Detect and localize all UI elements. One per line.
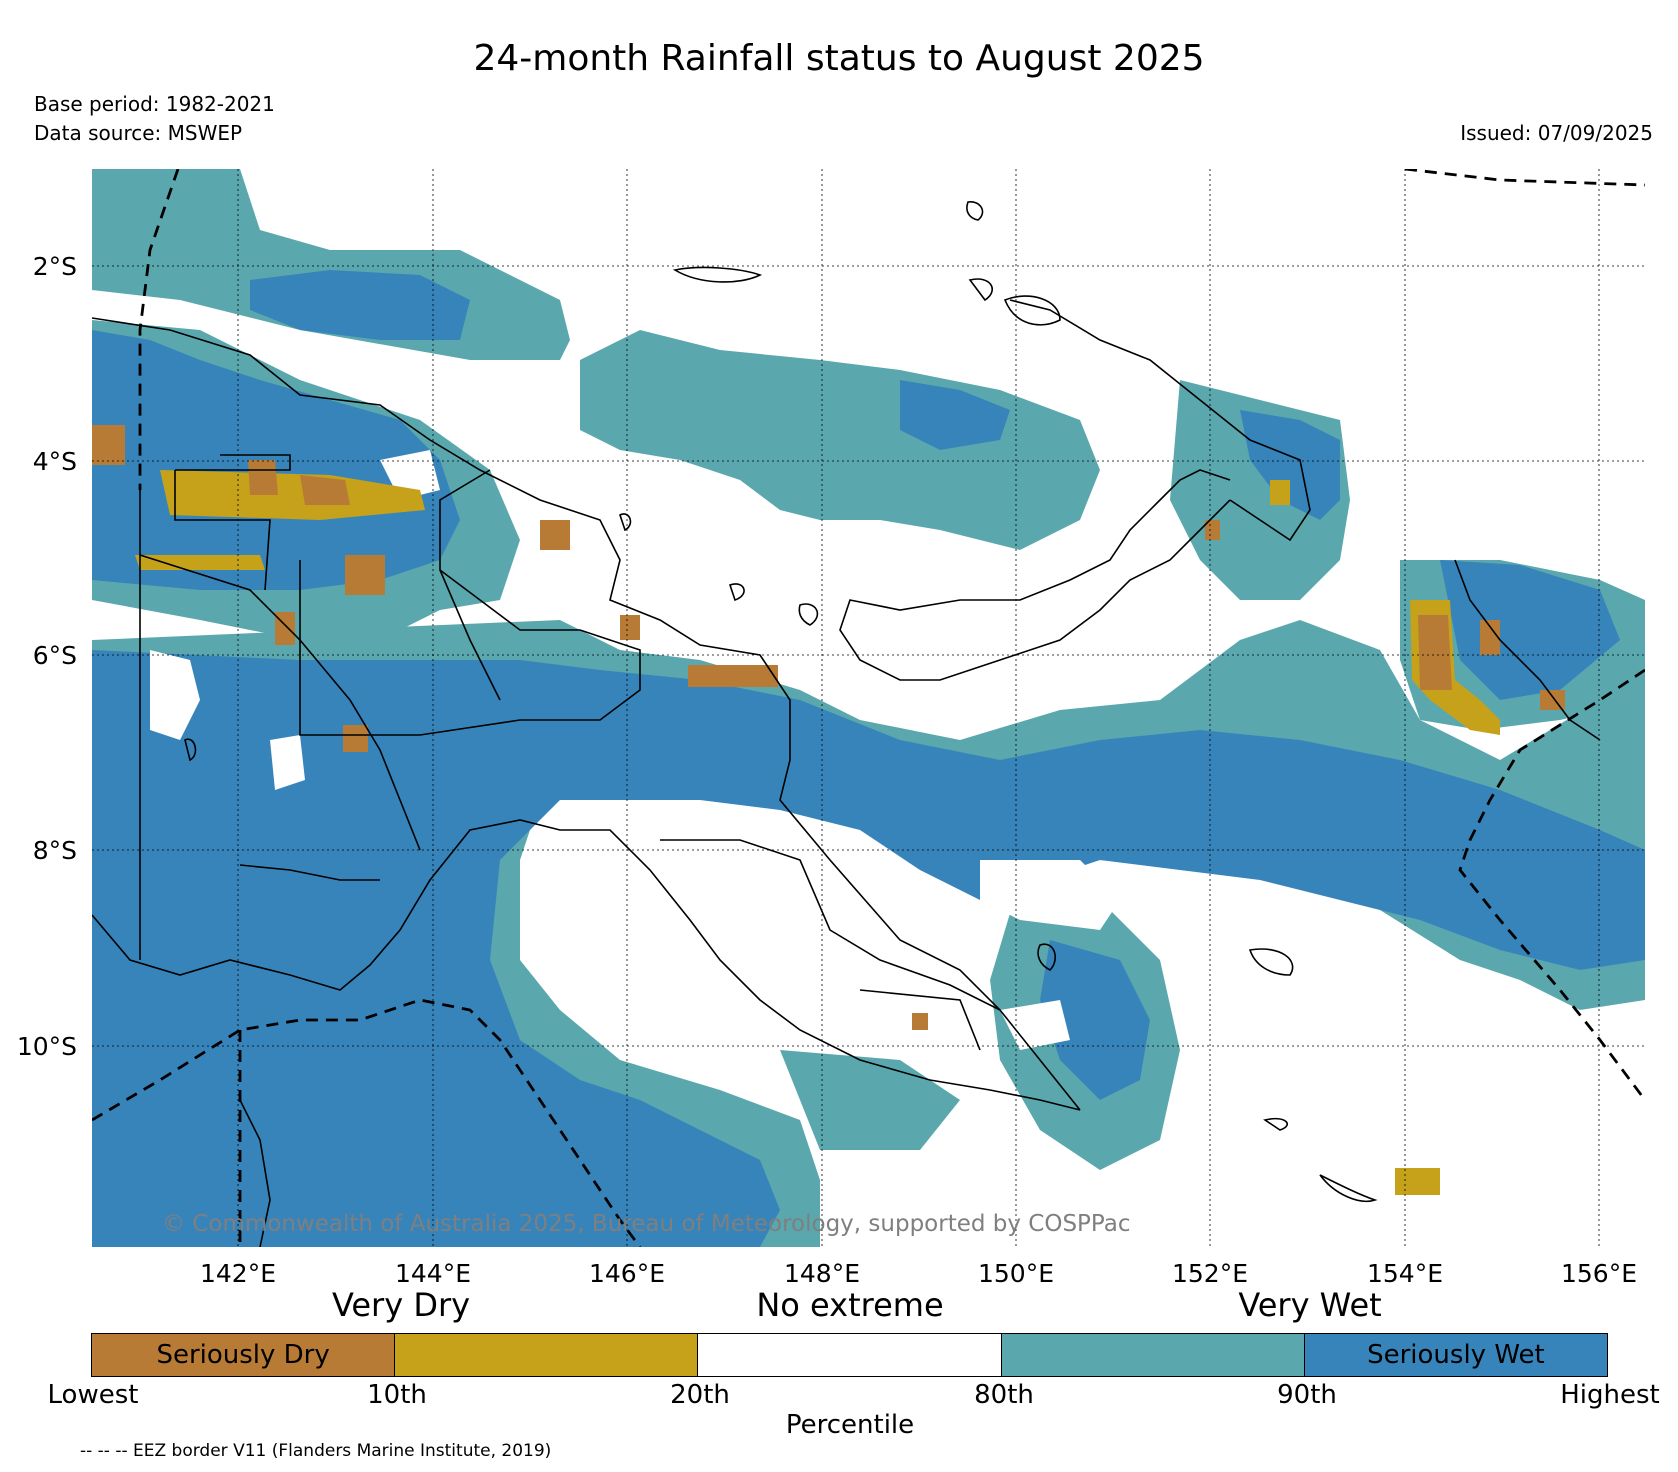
legend-segment-seriously-wet: Seriously Wet	[1304, 1334, 1608, 1376]
legend-axis-label: Percentile	[785, 1410, 915, 1440]
lon-label: 146°E	[589, 1259, 665, 1288]
copyright-notice: © Commonwealth of Australia 2025, Bureau…	[162, 1211, 1131, 1237]
legend-segment-no-extreme	[698, 1334, 1002, 1376]
base-period-label: Base period: 1982-2021	[34, 92, 275, 116]
eez-border-note: -- -- -- EEZ border V11 (Flanders Marine…	[80, 1441, 552, 1461]
lat-label: 4°S	[33, 447, 77, 476]
lon-label: 154°E	[1367, 1259, 1443, 1288]
issued-date-label: Issued: 07/09/2025	[1460, 121, 1653, 145]
legend-header-no-extreme: No extreme	[756, 1286, 944, 1324]
lat-label: 10°S	[17, 1032, 77, 1061]
legend-tick-90th: 90th	[1277, 1380, 1337, 1410]
legend-segment-seriously-dry: Seriously Dry	[92, 1334, 396, 1376]
coastlines	[92, 201, 1601, 1247]
eez-borders	[92, 169, 1645, 1247]
longitude-labels: 142°E 144°E 146°E 148°E 150°E 152°E 154°…	[200, 1259, 1637, 1288]
legend-tick-10th: 10th	[367, 1380, 427, 1410]
legend-segment-very-wet	[1001, 1334, 1305, 1376]
legend-tick-80th: 80th	[974, 1380, 1034, 1410]
data-source-label: Data source: MSWEP	[34, 121, 243, 145]
legend-segment-very-dry	[395, 1334, 699, 1376]
lon-label: 144°E	[395, 1259, 471, 1288]
rainfall-map: © Commonwealth of Australia 2025, Bureau…	[17, 169, 1645, 1288]
map-plot-area: © Commonwealth of Australia 2025, Bureau…	[92, 169, 1645, 1247]
legend-colorbar: Seriously Dry Seriously Wet	[91, 1333, 1608, 1377]
wet-90-plus-regions	[92, 270, 1645, 1247]
graticule	[92, 169, 1645, 1247]
lon-label: 148°E	[784, 1259, 860, 1288]
legend-tick-lowest: Lowest	[47, 1380, 139, 1410]
legend-tick-highest: Highest	[1560, 1380, 1660, 1410]
legend-header-very-wet: Very Wet	[1238, 1286, 1382, 1324]
lon-label: 156°E	[1561, 1259, 1637, 1288]
legend-tick-20th: 20th	[670, 1380, 730, 1410]
lon-label: 150°E	[978, 1259, 1054, 1288]
lon-label: 152°E	[1172, 1259, 1248, 1288]
lon-label: 142°E	[200, 1259, 276, 1288]
legend-header-very-dry: Very Dry	[331, 1286, 471, 1324]
map-title: 24-month Rainfall status to August 2025	[473, 38, 1205, 79]
lat-label: 2°S	[33, 252, 77, 281]
lat-label: 6°S	[33, 641, 77, 670]
dry-regions	[92, 425, 1565, 1195]
latitude-labels: 2°S 4°S 6°S 8°S 10°S	[17, 252, 77, 1061]
lat-label: 8°S	[33, 836, 77, 865]
